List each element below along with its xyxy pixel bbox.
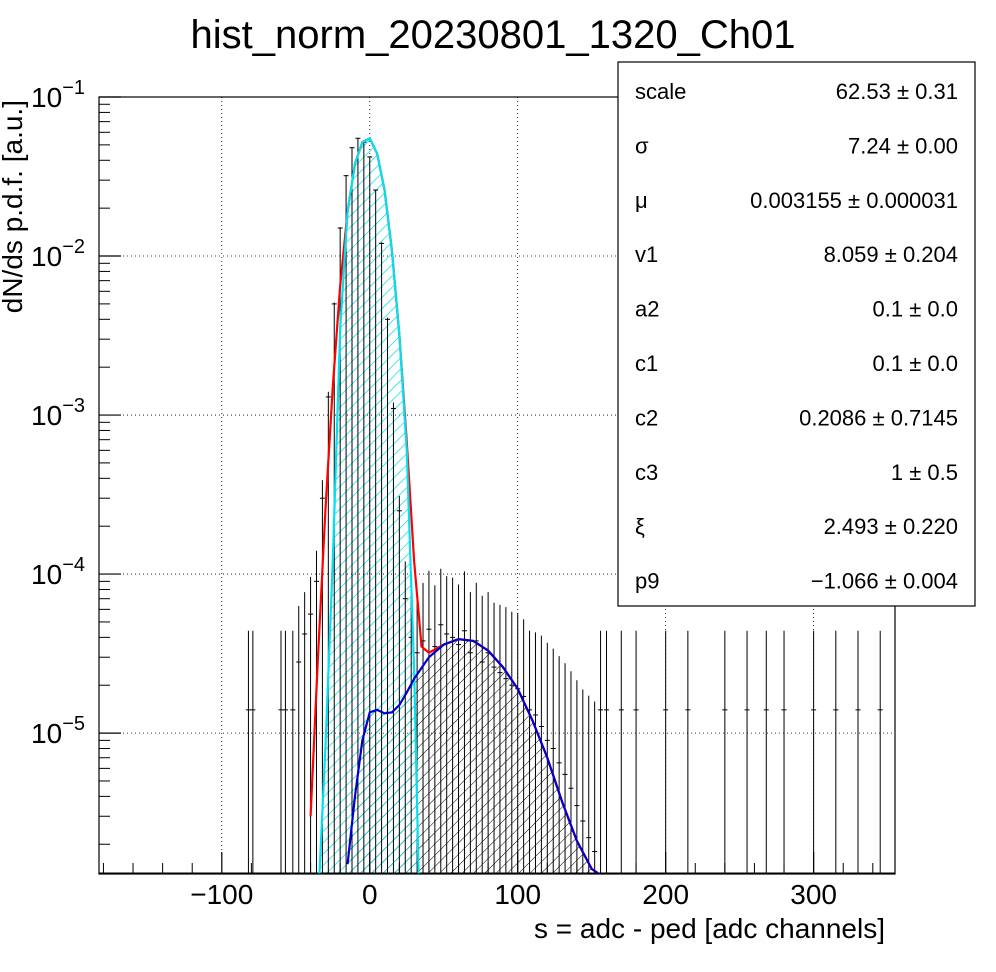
stat-param-value: −1.066 ± 0.004 [811, 569, 958, 594]
stat-error: 0.0 [927, 297, 958, 322]
signal-fit-curve [346, 637, 600, 874]
chart-title: hist_norm_20230801_1320_Ch01 [191, 13, 796, 57]
stat-value: 8.059 [824, 242, 879, 267]
data-histogram [99, 137, 895, 874]
stat-value: 2.493 [824, 514, 879, 539]
stat-plus-minus: ± [903, 297, 927, 322]
stat-error: 0.000031 [866, 188, 958, 213]
stat-error: 0.220 [903, 514, 958, 539]
stat-error: 0.5 [927, 460, 958, 485]
stat-value: 62.53 [836, 79, 891, 104]
stat-param-name: c3 [635, 460, 658, 485]
stat-param-name: c2 [635, 405, 658, 430]
stat-param-value: 62.53 ± 0.31 [836, 79, 958, 104]
stat-param-value: 8.059 ± 0.204 [824, 242, 958, 267]
stat-param-value: 0.1 ± 0.0 [873, 351, 959, 376]
stat-error: 0.00 [915, 133, 958, 158]
x-tick-label: 300 [790, 879, 837, 910]
stat-plus-minus: ± [903, 351, 927, 376]
stat-plus-minus: ± [879, 514, 903, 539]
stat-param-name: c1 [635, 351, 658, 376]
y-tick-label: 10−2 [31, 236, 85, 272]
x-tick-label: 0 [362, 879, 378, 910]
stat-param-value: 7.24 ± 0.00 [848, 133, 958, 158]
y-axis-label: dN/ds p.d.f. [a.u.] [0, 100, 28, 313]
stat-value: 0.2086 [799, 405, 866, 430]
stat-value: 0.1 [873, 351, 904, 376]
stat-plus-minus: ± [903, 460, 927, 485]
stat-error: 0.7145 [891, 405, 958, 430]
x-tick-label: −100 [190, 879, 253, 910]
y-tick-label: 10−4 [31, 554, 85, 590]
stat-plus-minus: ± [866, 405, 890, 430]
x-tick-label: 200 [642, 879, 689, 910]
stat-param-name: a2 [635, 297, 659, 322]
stat-param-name: μ [635, 188, 648, 213]
stat-value: 1 [891, 460, 903, 485]
stats-box-frame [617, 61, 976, 607]
stat-error: 0.004 [903, 569, 958, 594]
stat-value: 0.1 [873, 297, 904, 322]
fit-curves [309, 136, 600, 874]
x-tick-label: 100 [494, 879, 541, 910]
stat-error: 0.31 [915, 79, 958, 104]
fit-stats-box: scale 62.53 ± 0.31 σ 7.24 ± 0.00 μ 0.003155 ±… [617, 61, 976, 607]
stat-param-value: 1 ± 0.5 [891, 460, 958, 485]
stat-value: 7.24 [848, 133, 891, 158]
stat-plus-minus: ± [842, 188, 866, 213]
stat-param-name: σ [635, 133, 649, 158]
stat-plus-minus: ± [879, 569, 903, 594]
stat-param-name: ξ [635, 514, 645, 539]
y-tick-label: 10−1 [31, 77, 85, 113]
stat-error: 0.0 [927, 351, 958, 376]
stat-error: 0.204 [903, 242, 958, 267]
stat-param-value: 0.003155 ± 0.000031 [750, 188, 958, 213]
stat-value: 0.003155 [750, 188, 842, 213]
stat-value: −1.066 [811, 569, 879, 594]
stat-param-value: 0.1 ± 0.0 [873, 297, 959, 322]
y-tick-label: 10−5 [31, 713, 85, 749]
stat-param-name: scale [635, 79, 686, 104]
stat-param-value: 2.493 ± 0.220 [824, 514, 958, 539]
stat-plus-minus: ± [891, 79, 915, 104]
stat-param-value: 0.2086 ± 0.7145 [799, 405, 958, 430]
stat-param-name: v1 [635, 242, 658, 267]
y-tick-label: 10−3 [31, 395, 85, 431]
stat-plus-minus: ± [879, 242, 903, 267]
stat-plus-minus: ± [891, 133, 915, 158]
x-axis-label: s = adc - ped [adc channels] [534, 913, 885, 944]
stat-param-name: p9 [635, 569, 659, 594]
axis-ticks: −100 0 100 200 300 10−5 10−4 10−3 10−2 10−1 [31, 77, 874, 910]
pedestal-fit-curve [318, 136, 420, 874]
